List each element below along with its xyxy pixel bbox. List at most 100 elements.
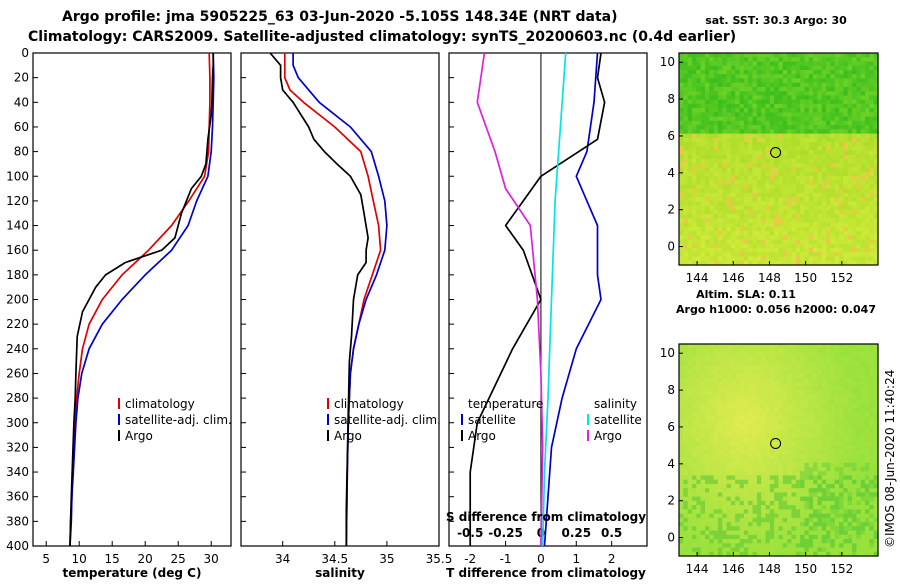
map-cell <box>834 184 840 190</box>
map-cell <box>852 154 857 160</box>
map-cell <box>869 239 875 245</box>
map-cell <box>717 445 723 451</box>
map-cell <box>683 74 689 79</box>
map-cell <box>782 112 788 118</box>
map-cell <box>687 82 693 88</box>
map-cell <box>787 218 793 224</box>
map-cell <box>683 390 689 396</box>
legend-swatch-climatology <box>327 398 329 409</box>
map-cell <box>782 150 788 156</box>
map-cell <box>687 513 693 519</box>
map-cell <box>847 171 853 177</box>
map-cell <box>869 454 875 459</box>
map-cell <box>730 184 736 190</box>
map-cell <box>843 167 849 173</box>
map-cell <box>865 539 870 544</box>
map-cell <box>869 450 875 455</box>
map-cell <box>705 95 710 101</box>
map-cell <box>869 74 875 79</box>
map-cell <box>804 441 810 447</box>
map-cell <box>813 163 818 168</box>
map-cell <box>683 522 689 527</box>
map-cell <box>765 167 771 173</box>
map-cell <box>726 180 732 185</box>
map-cell <box>826 361 831 366</box>
map-cell <box>869 462 875 468</box>
map-cell <box>826 399 831 404</box>
map-cell <box>752 61 758 67</box>
map-cell <box>813 99 818 105</box>
map-cell <box>683 462 689 468</box>
map-cell <box>817 61 823 67</box>
map-cell <box>830 78 836 84</box>
map-cell <box>679 530 684 536</box>
map-cell <box>700 369 706 375</box>
map-cell <box>860 509 866 515</box>
map-cell <box>847 116 853 122</box>
map-cell <box>834 428 840 434</box>
map-cell <box>795 356 801 362</box>
map-cell <box>709 197 715 202</box>
map-cell <box>791 125 797 130</box>
map-cell <box>769 65 775 71</box>
map-cell <box>717 500 723 506</box>
map-cell <box>791 171 797 177</box>
map-cell <box>782 222 788 228</box>
map-cell <box>713 167 719 173</box>
map-cell <box>869 361 875 366</box>
map-cell <box>834 462 840 468</box>
map-cell <box>683 146 689 152</box>
map-cell <box>821 252 827 258</box>
map-cell <box>804 256 810 262</box>
map-cell <box>804 61 810 67</box>
map-cell <box>726 205 732 211</box>
map-cell <box>834 159 840 164</box>
map-cell <box>843 365 849 370</box>
map-cell <box>774 112 780 118</box>
map-cell <box>865 146 870 152</box>
map-cell <box>735 471 741 476</box>
map-cell <box>873 530 879 536</box>
map-cell <box>679 226 684 232</box>
map-cell <box>821 390 827 396</box>
map-cell <box>800 146 805 152</box>
map-cell <box>713 496 719 502</box>
map-cell <box>748 462 754 468</box>
map-cell <box>782 142 788 147</box>
map-cell <box>722 479 728 485</box>
map-cell <box>730 142 736 147</box>
map-cell <box>826 534 831 540</box>
map-cell <box>696 433 702 438</box>
map-cell <box>769 530 775 536</box>
map-cell <box>813 445 818 451</box>
map-cell <box>683 407 689 413</box>
map-cell <box>821 201 827 207</box>
map-cell <box>717 526 723 532</box>
map-cell <box>778 348 784 353</box>
map-cell <box>709 390 715 396</box>
map-cell <box>813 462 818 468</box>
map-cell <box>765 356 771 362</box>
map-cell <box>787 416 793 421</box>
map-cell <box>679 500 684 506</box>
map-cell <box>722 226 728 232</box>
map-cell <box>726 382 732 387</box>
map-cell <box>804 239 810 245</box>
map-cell <box>743 214 749 219</box>
map-cell <box>860 420 866 426</box>
map-cell <box>739 534 745 540</box>
map-cell <box>735 65 741 71</box>
map-cell <box>683 65 689 71</box>
map-cell <box>865 226 870 232</box>
map-cell <box>735 180 741 185</box>
map-cell <box>791 467 797 472</box>
map-cell <box>817 369 823 375</box>
map-cell <box>739 407 745 413</box>
map-cell <box>679 91 684 96</box>
map-cell <box>752 428 758 434</box>
map-cell <box>748 53 754 58</box>
map-cell <box>709 500 715 506</box>
map-cell <box>821 450 827 455</box>
map-cell <box>843 428 849 434</box>
map-cell <box>817 526 823 532</box>
